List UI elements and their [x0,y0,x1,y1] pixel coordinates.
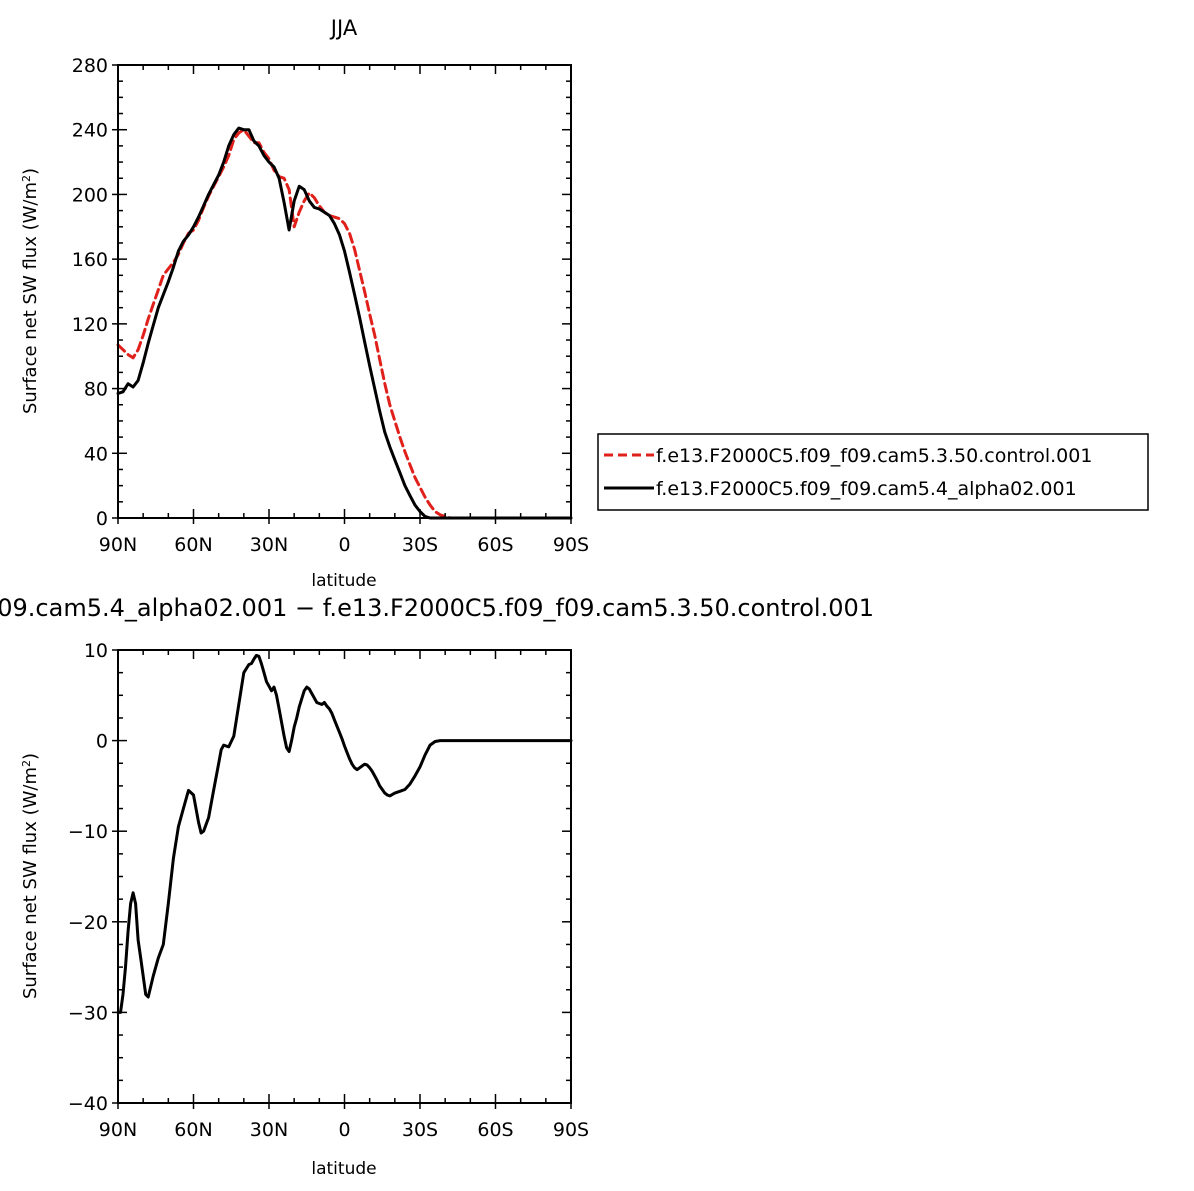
bottom-ylabel-end: ) [20,753,41,760]
bottom-ytick-label: 0 [96,731,108,753]
top-xlabel: latitude [311,571,376,591]
top-axis-ticks: 90N 60N 30N 0 30S 60S 90S 0 40 80 120 160 200 240 280 [72,55,589,556]
bottom-plot-marks [116,653,573,1014]
top-ytick-label: 280 [72,55,108,77]
bottom-series-line-0 [116,653,573,1014]
bottom-xtick-label: 60N [174,1119,212,1141]
bottom-xtick-label: 0 [338,1119,350,1141]
top-ytick-label: 160 [72,249,108,271]
top-ytick-label: 40 [84,443,108,465]
top-ytick-label: 120 [72,314,108,336]
bottom-xtick-label: 90S [553,1119,589,1141]
bottom-xlabel: latitude [311,1159,376,1179]
top-ylabel-end: ) [20,168,41,175]
top-series-line-0 [116,128,573,520]
bottom-ytick-label: −20 [68,912,108,934]
bottom-title: f.e13.F2000C5.f09_f09.cam5.4_alpha02.001… [0,594,874,622]
top-xtick-label: 30S [402,534,438,556]
top-panel: JJA 90N 60N 30N 0 30S 60S 90S 0 40 80 120 160 200 240… [20,16,590,591]
top-ylabel-sup: 2 [20,175,33,182]
top-xtick-label: 90S [553,534,589,556]
top-ytick-label: 200 [72,184,108,206]
bottom-xtick-label: 90N [99,1119,137,1141]
top-ytick-label: 240 [72,120,108,142]
legend-label-control: f.e13.F2000C5.f09_f09.cam5.3.50.control.… [656,445,1092,467]
top-series-line-1 [116,126,573,520]
top-xtick-label: 60N [174,534,212,556]
legend-box [597,433,1149,511]
top-xtick-label: 90N [99,534,137,556]
bottom-ylabel-sup: 2 [20,760,33,767]
top-ylabel-main: Surface net SW flux (W/m [20,182,41,414]
top-xtick-label: 60S [477,534,513,556]
legend: f.e13.F2000C5.f09_f09.cam5.3.50.control.… [597,433,1149,511]
top-xtick-label: 0 [338,534,350,556]
top-ylabel: Surface net SW flux (W/m2) [20,168,42,414]
bottom-ytick-label: 10 [84,640,108,662]
bottom-ylabel: Surface net SW flux (W/m2) [20,753,42,999]
top-plot-marks [116,126,573,520]
legend-label-alpha02: f.e13.F2000C5.f09_f09.cam5.4_alpha02.001 [656,478,1077,500]
bottom-panel: f.e13.F2000C5.f09_f09.cam5.4_alpha02.001… [0,594,874,1179]
bottom-xtick-label: 30N [250,1119,288,1141]
top-ytick-label: 80 [84,379,108,401]
bottom-ytick-label: −40 [68,1093,108,1115]
bottom-xtick-label: 60S [477,1119,513,1141]
bottom-ytick-label: −30 [68,1002,108,1024]
bottom-ylabel-main: Surface net SW flux (W/m [20,767,41,999]
top-xtick-label: 30N [250,534,288,556]
bottom-axis-ticks: 90N 60N 30N 0 30S 60S 90S −40 −30 −20 −10 0 10 [68,640,589,1141]
top-title: JJA [329,16,358,40]
bottom-plot-frame [117,649,572,1104]
bottom-ytick-label: −10 [68,821,108,843]
bottom-xtick-label: 30S [402,1119,438,1141]
top-ytick-label: 0 [96,508,108,530]
top-plot-frame [117,64,572,519]
